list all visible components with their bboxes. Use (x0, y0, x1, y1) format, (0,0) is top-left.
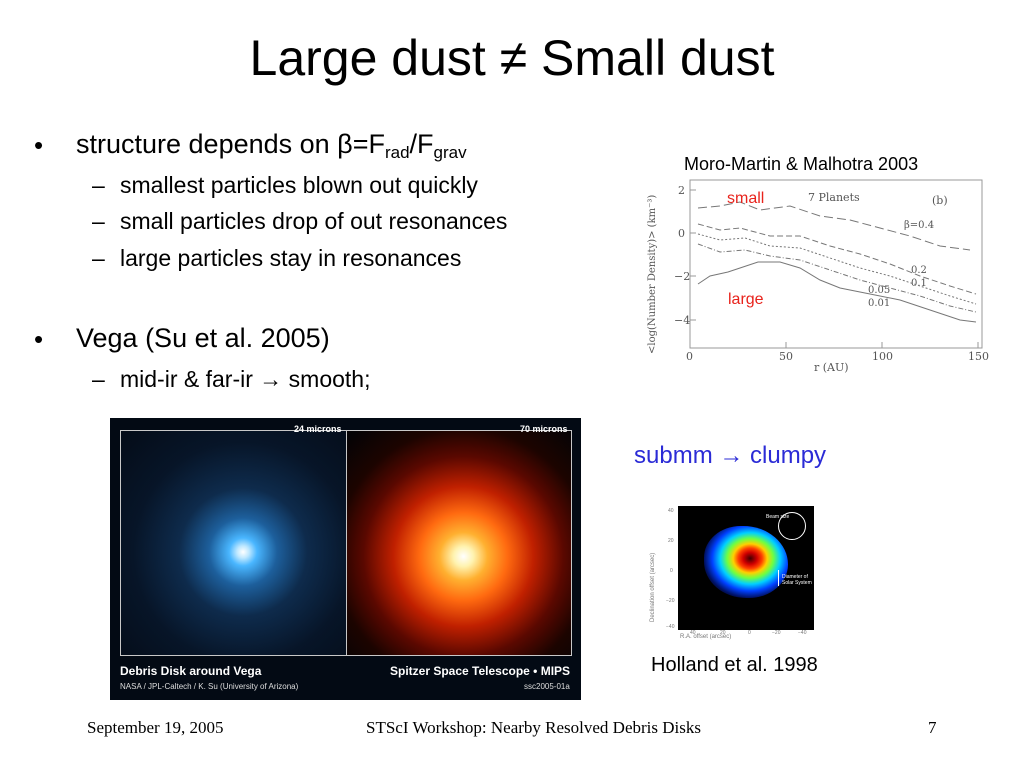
submm-caption: submm → clumpy (634, 442, 827, 469)
bullet-marker: • (34, 130, 44, 160)
sub-bullet: mid-ir & far-ir → smooth; (120, 366, 371, 392)
vega-credit: NASA / JPL-Caltech / K. Su (University o… (120, 682, 299, 691)
holland-y-axis-label: Declination offset (arcsec) (650, 552, 656, 622)
scale-bar-label: Diameter of Solar System (782, 574, 812, 586)
beta-label: β=0.4 (904, 220, 934, 231)
sub-bullet: smallest particles blown out quickly (120, 172, 478, 198)
curve-beta-02 (697, 223, 977, 295)
density-plot: 2 0 −2 −4 0 50 100 150 r (AU) 7 Planets … (640, 176, 992, 376)
subscript-rad: rad (384, 143, 410, 162)
equation-part: /F (409, 129, 434, 159)
y-tick-label: −2 (674, 270, 690, 283)
vega-70-micron-panel (346, 430, 572, 656)
curve-label: 0.01 (868, 298, 890, 309)
vega-image: 24 microns 70 microns Debris Disk around… (110, 418, 581, 700)
vega-24-micron-panel (120, 430, 348, 656)
holland-x-tick: 0 (748, 630, 751, 636)
y-axis-label: <log(Number Density)> (km⁻³) (647, 195, 658, 354)
holland-y-tick: −40 (666, 624, 675, 630)
sub-bullet: small particles drop of out resonances (120, 208, 508, 234)
image-id: ssc2005-01a (524, 682, 570, 691)
plot-frame (689, 179, 983, 349)
curve-label: 0.05 (868, 285, 890, 296)
large-label: large (728, 291, 764, 308)
x-axis-label: r (AU) (814, 361, 849, 374)
label-70-microns: 70 microns (520, 424, 568, 434)
footer-title: STScI Workshop: Nearby Resolved Debris D… (366, 718, 701, 737)
beta-symbol: β (337, 129, 353, 159)
holland-emission-blob (704, 526, 788, 598)
curve-label: 0.1 (911, 278, 927, 289)
page-number: 7 (928, 718, 937, 737)
dash-marker: – (92, 208, 105, 234)
plot-inner-title: 7 Planets (808, 191, 860, 204)
slide-title: Large dust ≠ Small dust (249, 30, 775, 86)
y-tick-label: 0 (678, 227, 685, 240)
curve-beta-01 (697, 233, 977, 305)
x-tick-label: 100 (872, 350, 893, 363)
scale-bar (778, 570, 779, 586)
holland-y-tick: 0 (670, 568, 673, 574)
dash-marker: – (92, 366, 105, 392)
curve-beta-005 (697, 243, 977, 313)
beam-size-label: Beam size (766, 514, 790, 520)
spitzer-caption: Spitzer Space Telescope • MIPS (390, 664, 571, 678)
vega-caption: Debris Disk around Vega (120, 664, 262, 678)
dash-marker: – (92, 245, 105, 271)
holland-image: Beam size Diameter of Solar System R.A. … (648, 502, 818, 646)
panel-label: (b) (932, 194, 948, 207)
holland-x-axis-label: R.A. offset (arcsec) (680, 634, 732, 640)
holland-caption: Holland et al. 1998 (651, 654, 818, 676)
curve-beta-001 (697, 261, 977, 323)
plot-credit: Moro-Martin & Malhotra 2003 (684, 154, 919, 174)
holland-x-tick: 40 (690, 630, 696, 636)
beam-size-circle (778, 512, 806, 540)
bullet-marker: • (34, 324, 44, 354)
equation-part: =F (352, 129, 385, 159)
subscript-grav: grav (433, 143, 467, 162)
holland-x-tick: −20 (772, 630, 781, 636)
holland-x-tick: 20 (720, 630, 726, 636)
holland-y-tick: 40 (668, 508, 674, 514)
y-tick-label: 2 (678, 184, 685, 197)
bullet-structure: structure depends on β=Frad/Fgrav (76, 128, 467, 162)
bullet-vega: Vega (Su et al. 2005) (76, 323, 330, 353)
dash-marker: – (92, 172, 105, 198)
curve-beta-04 (697, 201, 971, 251)
holland-y-tick: −20 (666, 598, 675, 604)
y-tick-label: −4 (674, 314, 690, 327)
label-24-microns: 24 microns (294, 424, 342, 434)
curve-label: 0.2 (911, 265, 927, 276)
bullet-text: structure depends on (76, 129, 338, 159)
sub-bullet: large particles stay in resonances (120, 245, 462, 271)
footer-date: September 19, 2005 (87, 718, 224, 737)
x-tick-label: 0 (686, 350, 693, 363)
holland-y-tick: 20 (668, 538, 674, 544)
small-label: small (727, 190, 764, 207)
x-tick-label: 50 (779, 350, 793, 363)
x-tick-label: 150 (968, 350, 989, 363)
holland-x-tick: −40 (798, 630, 807, 636)
